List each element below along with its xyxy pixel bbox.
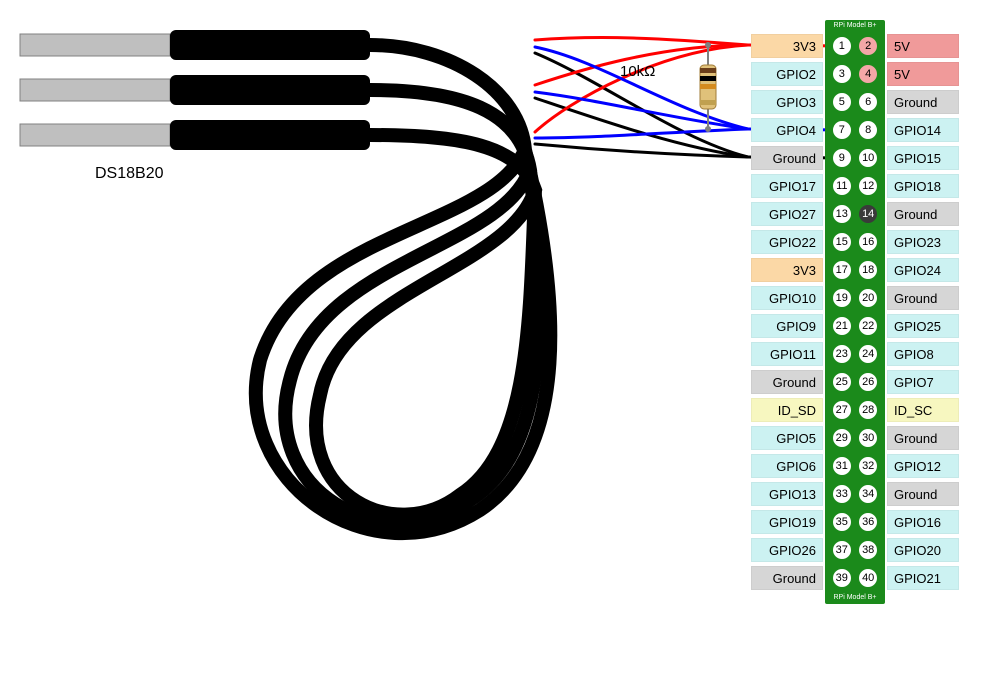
board-title-bottom: RPi Model B+ [825,593,885,603]
pin-label-23: GPIO11 [751,342,823,366]
pin-label-28: ID_SC [887,398,959,422]
pin-label-37: GPIO26 [751,538,823,562]
pin-label-14: Ground [887,202,959,226]
pin-label-39: Ground [751,566,823,590]
pin-label-2: 5V [887,34,959,58]
pin-label-32: GPIO12 [887,454,959,478]
pin-label-7: GPIO4 [751,118,823,142]
pin-circle-27: 27 [831,399,853,421]
pin-circle-31: 31 [831,455,853,477]
pin-circle-3: 3 [831,63,853,85]
board-title-top: RPi Model B+ [825,21,885,31]
pin-label-3: GPIO2 [751,62,823,86]
pin-label-22: GPIO25 [887,314,959,338]
pin-circle-1: 1 [831,35,853,57]
pin-label-16: GPIO23 [887,230,959,254]
pin-circle-15: 15 [831,231,853,253]
pin-circle-19: 19 [831,287,853,309]
pin-circle-29: 29 [831,427,853,449]
pin-label-5: GPIO3 [751,90,823,114]
pin-label-24: GPIO8 [887,342,959,366]
pin-circle-7: 7 [831,119,853,141]
pin-label-13: GPIO27 [751,202,823,226]
pin-label-19: GPIO10 [751,286,823,310]
pin-label-10: GPIO15 [887,146,959,170]
pin-label-11: GPIO17 [751,174,823,198]
pin-label-36: GPIO16 [887,510,959,534]
pin-label-35: GPIO19 [751,510,823,534]
pin-label-6: Ground [887,90,959,114]
pin-label-21: GPIO9 [751,314,823,338]
pin-circle-13: 13 [831,203,853,225]
pin-label-4: 5V [887,62,959,86]
pin-label-18: GPIO24 [887,258,959,282]
pin-label-33: GPIO13 [751,482,823,506]
overlay-layer: DS18B2010kΩRPi Model B+RPi Model B+3V315… [0,0,1000,676]
pin-label-12: GPIO18 [887,174,959,198]
pin-circle-33: 33 [831,483,853,505]
pin-label-17: 3V3 [751,258,823,282]
pin-label-25: Ground [751,370,823,394]
pin-label-40: GPIO21 [887,566,959,590]
pin-label-38: GPIO20 [887,538,959,562]
pin-circle-5: 5 [831,91,853,113]
pin-circle-39: 39 [831,567,853,589]
pin-circle-25: 25 [831,371,853,393]
pin-circle-35: 35 [831,511,853,533]
pin-label-26: GPIO7 [887,370,959,394]
pin-label-34: Ground [887,482,959,506]
pin-circle-11: 11 [831,175,853,197]
sensor-caption: DS18B20 [95,165,164,183]
pin-label-29: GPIO5 [751,426,823,450]
pin-label-15: GPIO22 [751,230,823,254]
pin-circle-17: 17 [831,259,853,281]
pin-label-20: Ground [887,286,959,310]
pin-circle-23: 23 [831,343,853,365]
resistor-label: 10kΩ [620,63,655,80]
pin-label-1: 3V3 [751,34,823,58]
pin-label-30: Ground [887,426,959,450]
pin-circle-21: 21 [831,315,853,337]
pin-label-31: GPIO6 [751,454,823,478]
pin-label-27: ID_SD [751,398,823,422]
pin-label-8: GPIO14 [887,118,959,142]
pin-circle-9: 9 [831,147,853,169]
pin-label-9: Ground [751,146,823,170]
pin-circle-37: 37 [831,539,853,561]
